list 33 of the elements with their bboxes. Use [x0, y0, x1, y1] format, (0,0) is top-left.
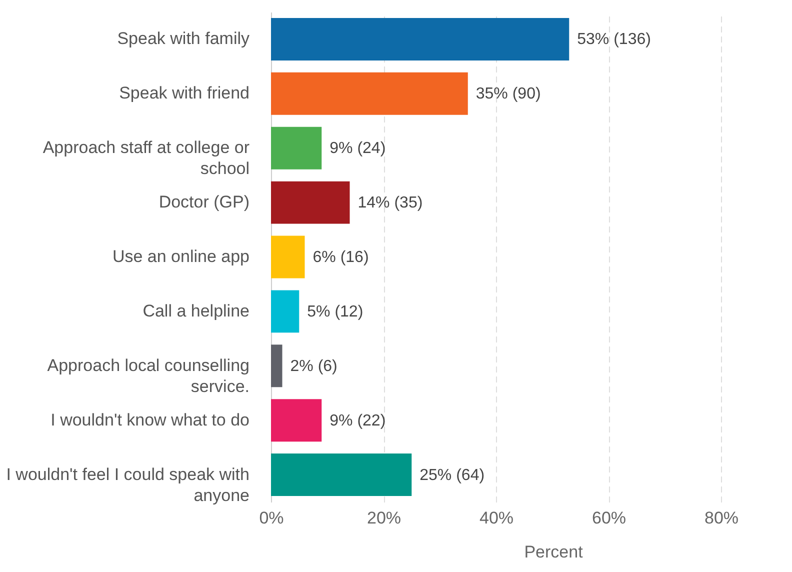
- data-label: 14% (35): [358, 194, 423, 212]
- y-tick-label: I wouldn't know what to do: [50, 410, 250, 430]
- data-label: 25% (64): [420, 466, 485, 484]
- x-axis-title: Percent: [524, 542, 584, 562]
- bar: [271, 18, 570, 60]
- x-tick-label: 60%: [592, 508, 626, 528]
- bar: [271, 290, 300, 333]
- bar: [271, 344, 282, 388]
- bar: [271, 126, 322, 170]
- y-tick-label: Use an online app: [112, 247, 250, 266]
- data-label: 35% (90): [476, 86, 541, 103]
- bar: [271, 72, 468, 115]
- data-label: 53% (136): [577, 31, 651, 48]
- data-label: 2% (6): [290, 358, 338, 375]
- data-label: 9% (22): [330, 412, 386, 430]
- y-tick-label: Call a helpline: [142, 301, 250, 320]
- bar: [271, 236, 305, 278]
- data-label: 5% (12): [307, 303, 364, 320]
- x-tick-label: 40%: [479, 508, 514, 528]
- y-tick-label: Approach staff at college or school: [42, 138, 250, 178]
- bar: [271, 181, 350, 224]
- y-tick-label: I wouldn't feel I could speak with anyone: [6, 464, 250, 505]
- data-label: 6% (16): [312, 249, 369, 266]
- x-tick-label: 80%: [704, 508, 739, 528]
- bar: [271, 399, 322, 442]
- x-tick-label: 0%: [259, 508, 284, 528]
- data-label: 9% (24): [330, 140, 386, 158]
- y-tick-label: Speak with family: [117, 29, 250, 48]
- y-tick-label: Speak with friend: [119, 84, 250, 103]
- bar: [271, 454, 412, 496]
- y-tick-label: Doctor (GP): [158, 192, 250, 212]
- y-tick-label: Approach local counselling service.: [47, 356, 250, 396]
- x-tick-label: 20%: [366, 508, 402, 528]
